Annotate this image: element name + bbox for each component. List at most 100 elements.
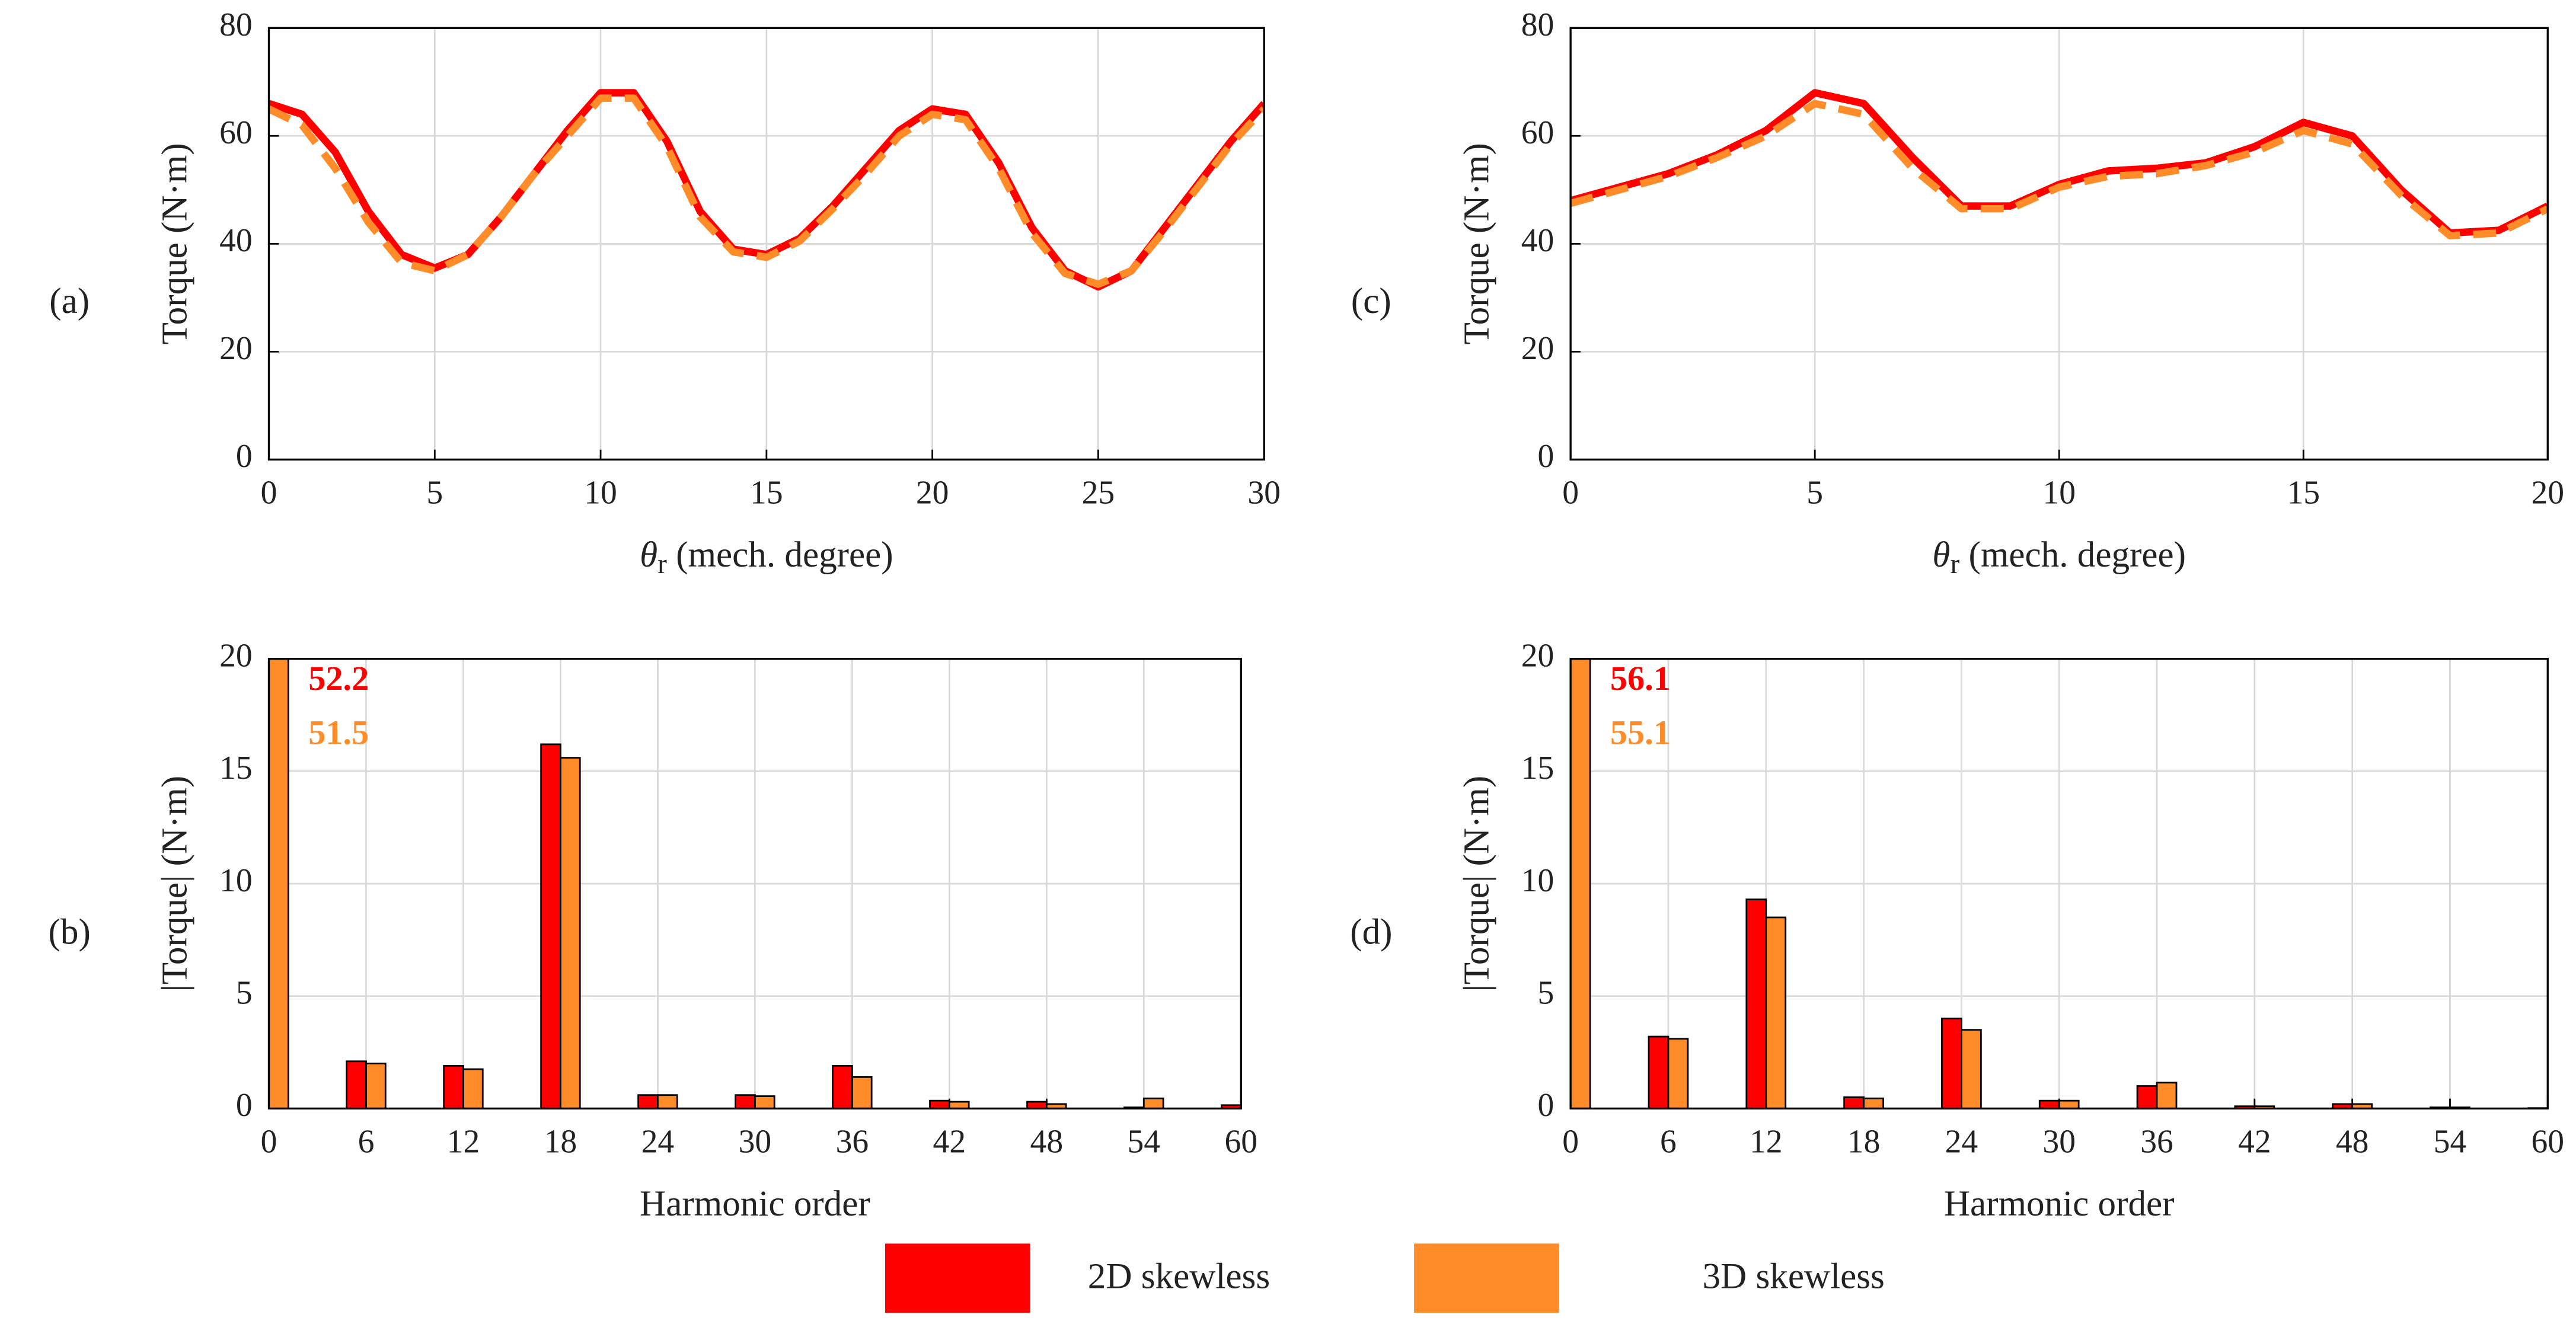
bar — [1026, 1101, 1048, 1109]
data-label: 52.2 — [308, 659, 369, 698]
plot-area — [269, 658, 1241, 1109]
bar — [462, 1068, 484, 1109]
y-tick-label: 15 — [1521, 750, 1554, 786]
bar — [1941, 1018, 1962, 1109]
x-axis-label-part: r — [657, 549, 667, 580]
x-tick-label: 12 — [447, 1123, 480, 1160]
bar — [754, 1095, 775, 1109]
bar — [1843, 1096, 1865, 1109]
x-axis-label-part: (mech. degree) — [667, 535, 893, 575]
bar — [1142, 1098, 1164, 1109]
plot-area — [1571, 89, 2548, 239]
x-axis-label: θr (mech. degree) — [1932, 535, 2186, 580]
legend-label: 3D skewless — [1702, 1257, 1884, 1297]
plot-area — [269, 89, 1265, 291]
axes-box — [1569, 27, 2549, 461]
y-axis-label: Torque (N·m) — [1457, 143, 1496, 344]
x-tick-label: 60 — [1225, 1123, 1258, 1160]
y-tick-label: 0 — [1538, 438, 1554, 475]
bar — [929, 1099, 950, 1109]
x-tick-label: 24 — [1945, 1123, 1978, 1160]
y-tick-label: 0 — [1538, 1087, 1554, 1124]
y-tick-label: 40 — [219, 222, 253, 259]
bar — [1765, 916, 1787, 1109]
x-axis-label: Harmonic order — [1944, 1184, 2175, 1224]
x-axis-label: θr (mech. degree) — [640, 535, 893, 580]
bar — [540, 743, 561, 1109]
y-tick-label: 10 — [1521, 862, 1554, 899]
x-tick-label: 18 — [544, 1123, 577, 1160]
y-axis-label: Torque (N·m) — [155, 143, 195, 344]
line — [269, 94, 1265, 288]
y-tick-label: 5 — [236, 975, 253, 1012]
bar — [2351, 1103, 2373, 1109]
bar — [1571, 658, 1591, 1109]
bar — [1648, 1035, 1670, 1109]
x-axis-label-part: Harmonic order — [640, 1184, 870, 1224]
bar — [2136, 1085, 2158, 1109]
x-tick-label: 0 — [1562, 1123, 1579, 1160]
y-tick-label: 80 — [1521, 7, 1554, 43]
x-tick-label: 0 — [261, 474, 277, 511]
x-tick-label: 36 — [2140, 1123, 2173, 1160]
x-tick-label: 20 — [2531, 474, 2564, 511]
y-axis-label: |Torque| (N·m) — [1457, 776, 1496, 992]
bar — [2546, 1107, 2548, 1109]
y-tick-label: 20 — [219, 330, 253, 367]
x-tick-label: 54 — [2434, 1123, 2467, 1160]
bar — [2058, 1099, 2080, 1109]
bar — [1045, 1103, 1067, 1109]
y-tick-label: 20 — [1521, 330, 1554, 367]
x-tick-label: 15 — [750, 474, 783, 511]
x-tick-label: 54 — [1128, 1123, 1161, 1160]
bar — [365, 1063, 387, 1109]
y-tick-label: 60 — [1521, 114, 1554, 151]
x-axis-label: Harmonic order — [640, 1184, 870, 1224]
x-tick-label: 5 — [1806, 474, 1823, 511]
x-tick-label: 42 — [933, 1123, 966, 1160]
legend-label: 2D skewless — [1088, 1257, 1270, 1297]
x-tick-label: 0 — [261, 1123, 277, 1160]
bar — [2156, 1082, 2178, 1109]
x-tick-label: 10 — [2042, 474, 2076, 511]
x-tick-label: 24 — [641, 1123, 675, 1160]
bar — [1961, 1029, 1982, 1109]
legend-swatch — [1414, 1243, 1559, 1313]
x-tick-label: 60 — [2531, 1123, 2564, 1160]
bar — [1667, 1038, 1689, 1109]
y-tick-label: 80 — [219, 7, 253, 43]
x-axis-label-part: θ — [640, 535, 657, 575]
x-axis-label-part: (mech. degree) — [1959, 535, 2186, 575]
x-tick-label: 18 — [1847, 1123, 1881, 1160]
bar — [443, 1064, 464, 1109]
bar — [948, 1101, 970, 1109]
x-tick-label: 25 — [1082, 474, 1115, 511]
line — [1571, 100, 2548, 239]
y-tick-label: 15 — [219, 750, 253, 786]
data-label: 51.5 — [308, 714, 369, 752]
axes-box — [267, 658, 1242, 1110]
panel-label: (a) — [49, 282, 90, 321]
y-tick-label: 20 — [219, 637, 253, 674]
y-tick-label: 5 — [1538, 975, 1554, 1012]
axes-box — [1569, 658, 2549, 1110]
y-axis-label: |Torque| (N·m) — [155, 776, 195, 992]
bar — [1863, 1098, 1884, 1109]
bar — [851, 1076, 873, 1109]
bar — [269, 658, 270, 1109]
bar — [637, 1094, 659, 1109]
x-axis-label-part: θ — [1932, 535, 1950, 575]
y-tick-label: 0 — [236, 1087, 253, 1124]
data-label: 56.1 — [1610, 659, 1671, 698]
bar — [1240, 1105, 1241, 1109]
x-tick-label: 48 — [1030, 1123, 1064, 1160]
panel-label: (c) — [1351, 282, 1391, 321]
bar — [346, 1060, 367, 1109]
x-tick-label: 42 — [2238, 1123, 2271, 1160]
x-tick-label: 20 — [916, 474, 949, 511]
x-tick-label: 0 — [1562, 474, 1579, 511]
bar — [560, 757, 581, 1109]
x-tick-label: 12 — [1750, 1123, 1783, 1160]
bar — [269, 658, 289, 1109]
